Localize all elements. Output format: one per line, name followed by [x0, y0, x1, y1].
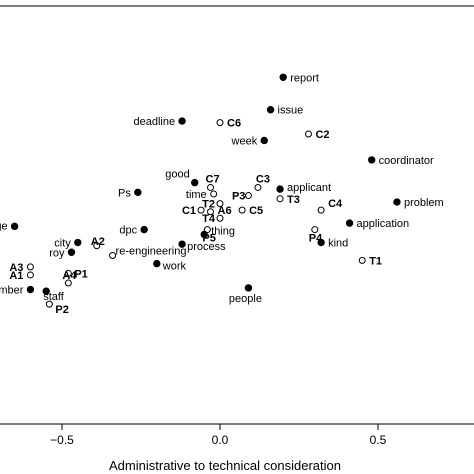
point-deadline [178, 117, 186, 125]
point-label-a1: A1 [9, 270, 23, 282]
point-label-p2: P2 [55, 304, 68, 316]
point-coordinator [367, 156, 376, 164]
point-label-staff: staff [43, 291, 65, 303]
point-label-coordinator: coordinator [379, 155, 434, 167]
point-label-work: work [162, 261, 187, 273]
point-label-ps: Ps [118, 187, 131, 199]
point-process [178, 240, 186, 248]
point-p3 [244, 192, 252, 200]
points-layer: report issue deadline C6 C2 week coordinator go… [0, 72, 444, 316]
point-label-dpc: dpc [119, 225, 137, 237]
point-label-roy: roy [49, 247, 65, 259]
point-a6 [207, 208, 215, 216]
point-people [244, 284, 253, 292]
x-tick-label: −0.5 [50, 433, 74, 447]
point-a4 [64, 279, 72, 287]
x-tick-label: 0.5 [370, 433, 387, 447]
point-staff [42, 287, 50, 295]
point-label-issue: issue [278, 105, 304, 117]
point-member [26, 285, 35, 294]
point-applicant [276, 185, 284, 193]
point-label-process: process [187, 241, 226, 253]
point-a2 [93, 242, 101, 250]
point-label-c7: C7 [206, 173, 220, 185]
point-dpc [140, 225, 148, 234]
point-label-a2: A2 [91, 236, 105, 248]
point-label-report: report [290, 72, 319, 84]
point-re-engineering [109, 252, 117, 259]
x-tick-label: 0.0 [212, 433, 229, 447]
point-t4 [216, 214, 224, 222]
point-label-problem: problem [404, 197, 444, 209]
point-p2 [45, 300, 53, 308]
point-label-re-engineering: re-engineering [116, 246, 187, 258]
point-p4 [311, 226, 319, 234]
point-label-c4: C4 [328, 198, 343, 210]
point-p1 [64, 269, 72, 277]
point-label-member: member [0, 285, 24, 297]
point-label-good: good [165, 169, 189, 181]
point-label-c2: C2 [315, 129, 329, 141]
point-city [74, 238, 82, 247]
point-problem [393, 198, 401, 206]
point-week [260, 136, 268, 145]
point-label-t4: T4 [202, 213, 216, 225]
point-work [153, 259, 161, 268]
point-label-change: change [0, 220, 8, 232]
point-ps [134, 188, 142, 197]
point-label-a3: A3 [9, 262, 23, 274]
point-label-applicant: applicant [287, 182, 331, 194]
point-c1 [197, 206, 205, 214]
point-c7 [207, 183, 215, 191]
point-label-time: time [186, 189, 207, 201]
point-label-p1: P1 [74, 268, 87, 280]
point-good [191, 178, 199, 187]
point-label-t2: T2 [202, 199, 215, 211]
x-axis: −1.0−0.50.00.51.01.5 [50, 424, 387, 447]
point-label-thing: thing [211, 225, 235, 237]
point-c6 [216, 119, 224, 127]
point-label-a4: A4 [62, 270, 77, 282]
point-label-t3: T3 [287, 194, 300, 206]
point-roy [67, 248, 76, 256]
point-label-kind: kind [328, 238, 348, 250]
point-a3 [26, 263, 34, 271]
point-c3 [254, 183, 262, 191]
point-label-week: week [231, 135, 258, 147]
point-change [10, 222, 19, 231]
plot-frame [0, 5, 474, 425]
point-time [210, 190, 218, 198]
point-label-t1: T1 [369, 255, 382, 267]
point-issue [266, 106, 275, 114]
point-a1 [26, 271, 34, 279]
point-label-a6: A6 [218, 205, 232, 217]
point-label-c3: C3 [256, 173, 270, 185]
point-label-c1: C1 [182, 205, 196, 217]
point-c2 [304, 130, 312, 138]
point-label-people: people [229, 293, 262, 305]
point-report [279, 73, 287, 82]
point-label-application: application [357, 218, 410, 230]
point-label-deadline: deadline [133, 116, 175, 128]
point-label-c5: C5 [249, 205, 263, 217]
point-label-c6: C6 [227, 118, 241, 130]
point-t1 [358, 256, 366, 264]
point-kind [317, 238, 325, 247]
x-axis-title: Administrative to technical consideratio… [109, 458, 341, 473]
point-t3 [276, 195, 284, 203]
point-t2 [216, 200, 224, 208]
point-c4 [317, 206, 325, 214]
point-thing [200, 230, 208, 239]
point-application [345, 219, 354, 227]
point-c5 [238, 206, 246, 214]
point-label-city: city [54, 238, 71, 250]
point-label-p3: P3 [232, 191, 245, 203]
